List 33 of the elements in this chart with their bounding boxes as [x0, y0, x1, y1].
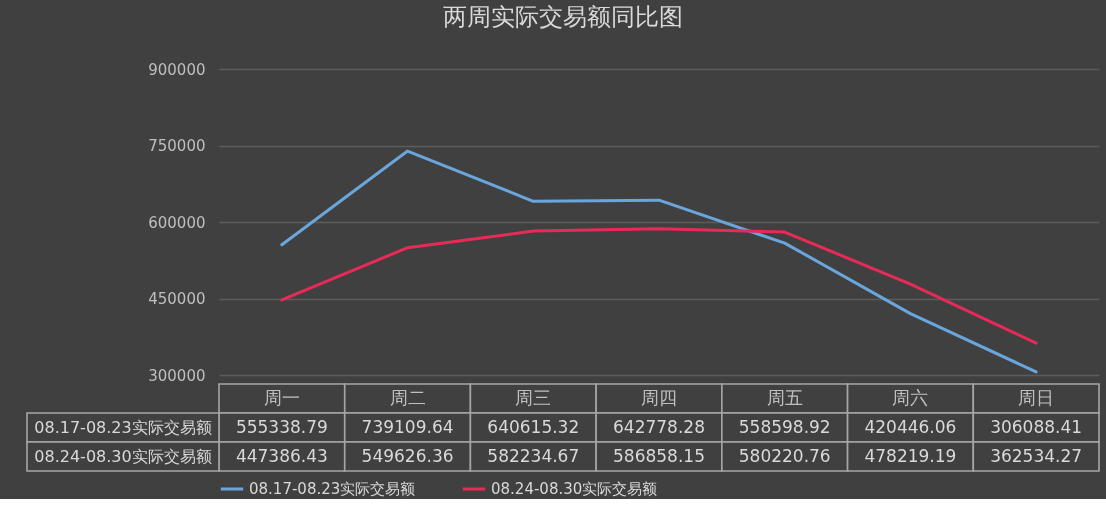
x-tick-label: 周五	[766, 386, 803, 408]
data-label: 586858.15	[613, 445, 705, 466]
data-label: 558598.92	[738, 416, 831, 437]
line-series	[280, 149, 1038, 374]
data-label: 555338.79	[235, 416, 328, 437]
data-label: 642778.28	[613, 416, 705, 437]
legend-label: 08.24-08.30实际交易额	[491, 480, 658, 498]
chart-title: 两周实际交易额同比图	[443, 3, 683, 31]
y-tick-label: 900000	[148, 60, 206, 79]
data-label: 640615.32	[487, 416, 580, 437]
x-tick-label: 周日	[1018, 386, 1055, 408]
text: 08.17-08.23实际交易额	[34, 417, 212, 437]
x-tick-label: 周二	[389, 386, 426, 408]
data-label: 549626.36	[361, 445, 454, 466]
x-tick-label: 周一	[263, 386, 300, 408]
y-tick-label: 750000	[148, 137, 206, 155]
line-series	[280, 227, 1038, 345]
data-label: 306088.41	[990, 416, 1083, 437]
legend-label: 08.17-08.23实际交易额	[249, 480, 416, 498]
x-tick-label: 周三	[515, 386, 552, 408]
data-label: 478219.19	[864, 445, 957, 466]
data-label: 420446.06	[864, 416, 957, 437]
y-tick-label: 600000	[148, 213, 206, 232]
x-tick-label: 周六	[892, 386, 929, 408]
data-label: 447386.43	[235, 445, 328, 466]
data-label: 580220.76	[738, 445, 831, 466]
x-tick-label: 周四	[641, 386, 677, 408]
data-label: 582234.67	[487, 445, 580, 466]
y-tick-label: 450000	[148, 290, 206, 308]
y-tick-label: 300000	[148, 366, 206, 385]
text: 08.24-08.30实际交易额	[34, 446, 212, 466]
data-label: 362534.27	[990, 445, 1083, 466]
data-label: 739109.64	[361, 416, 454, 437]
